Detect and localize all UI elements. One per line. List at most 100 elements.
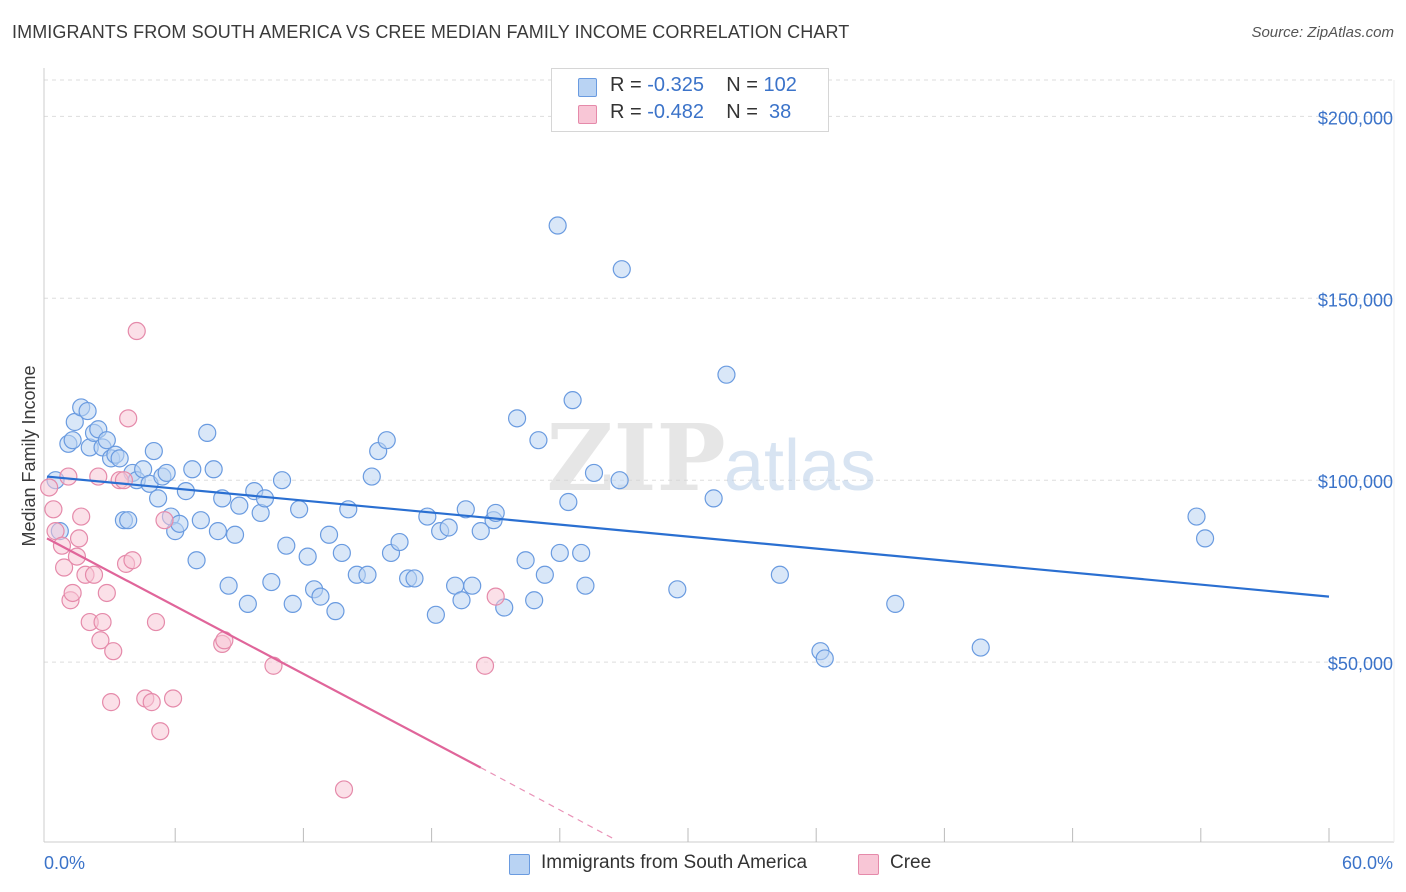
y-tick-label: $100,000 [1318, 472, 1393, 492]
point-south-america [456, 500, 475, 519]
point-cree [59, 467, 78, 486]
point-south-america [157, 463, 176, 483]
point-south-america [471, 522, 490, 541]
point-south-america [225, 525, 245, 544]
bottom-legend-label-pink: Cree [890, 852, 932, 873]
point-south-america [204, 460, 223, 479]
point-south-america [230, 496, 249, 515]
point-south-america [187, 551, 206, 570]
point-south-america [516, 551, 535, 570]
watermark-atlas: atlas [724, 426, 876, 506]
x-tick-label-min: 0.0% [44, 853, 85, 873]
point-south-america [319, 525, 339, 544]
point-cree [142, 693, 161, 712]
x-tick-label-max: 60.0% [1342, 853, 1393, 873]
point-south-america [332, 543, 351, 563]
series-pink-points [40, 321, 505, 799]
point-south-america [452, 591, 471, 610]
point-south-america [971, 638, 990, 657]
point-south-america [525, 591, 544, 610]
point-south-america [170, 514, 189, 533]
y-tick-label: $150,000 [1318, 290, 1393, 310]
point-south-america [390, 532, 409, 552]
legend-swatch-pink [578, 105, 597, 124]
point-south-america [584, 463, 604, 483]
point-cree [127, 321, 146, 341]
point-south-america [1187, 507, 1206, 526]
legend-r-label: R = [610, 101, 642, 123]
y-axis-label: Median Family Income [19, 365, 39, 546]
bottom-legend-label-blue: Immigrants from South America [541, 852, 808, 873]
point-south-america [815, 649, 834, 668]
chart-title: IMMIGRANTS FROM SOUTH AMERICA VS CREE ME… [12, 22, 850, 42]
point-south-america [183, 460, 202, 479]
point-cree [163, 689, 183, 708]
point-south-america [717, 365, 736, 384]
x-tick-labels: 0.0% 60.0% [44, 853, 1393, 873]
legend-row-pink: R = -0.482 N = 38 [552, 101, 828, 127]
legend-n-label: N = [726, 101, 758, 123]
point-cree [63, 583, 82, 603]
y-tick-label: $50,000 [1328, 654, 1393, 674]
point-cree [264, 656, 283, 675]
trend-line-south-america [46, 475, 1330, 598]
point-south-america [612, 260, 631, 279]
point-cree [91, 631, 110, 650]
point-cree [114, 471, 134, 490]
point-cree [93, 612, 112, 632]
point-south-america [358, 565, 377, 584]
legend-n-value-blue: 102 [763, 74, 797, 96]
point-cree [146, 612, 166, 632]
point-cree [104, 642, 123, 661]
point-south-america [377, 431, 396, 450]
point-south-america [535, 565, 554, 584]
point-south-america [507, 409, 527, 428]
point-cree [40, 478, 59, 497]
bottom-legend-swatch-blue [509, 854, 530, 875]
point-cree [151, 722, 170, 741]
point-south-america [563, 391, 582, 410]
axes [43, 68, 1395, 843]
point-south-america [191, 511, 210, 530]
point-south-america [550, 543, 569, 563]
point-south-america [576, 576, 595, 595]
point-south-america [770, 565, 789, 584]
point-south-america [426, 605, 445, 624]
point-cree [119, 409, 138, 428]
trend-lines [46, 475, 1330, 840]
watermark-zip: ZIP [546, 404, 725, 512]
point-south-america [149, 489, 168, 508]
point-cree [44, 500, 63, 519]
point-south-america [283, 594, 302, 613]
point-south-america [529, 431, 548, 450]
point-cree [334, 780, 354, 799]
point-south-america [298, 547, 317, 566]
point-south-america [405, 569, 424, 588]
point-south-america [272, 471, 292, 490]
trend-line-cree-extension [480, 767, 614, 840]
point-cree [69, 529, 89, 548]
point-south-america [97, 431, 116, 450]
point-cree [155, 511, 174, 530]
point-south-america [610, 471, 629, 490]
point-south-america [290, 500, 309, 519]
point-south-america [238, 594, 257, 613]
correlation-legend: R = -0.325 N = 102 R = -0.482 N = 38 [551, 68, 829, 132]
point-south-america [463, 576, 482, 595]
point-cree [101, 693, 121, 712]
point-south-america [311, 587, 330, 606]
point-south-america [559, 492, 578, 512]
legend-row-blue: R = -0.325 N = 102 [552, 74, 828, 100]
source-credit: Source: ZipAtlas.com [1251, 24, 1394, 41]
point-south-america [78, 401, 97, 421]
point-south-america [548, 216, 567, 235]
point-cree [72, 507, 91, 526]
trend-line-cree [46, 537, 482, 769]
point-south-america [208, 522, 228, 541]
point-south-america [119, 511, 138, 530]
point-south-america [362, 467, 381, 486]
point-south-america [572, 543, 591, 563]
y-tick-labels: $50,000 $100,000 $150,000 $200,000 [1318, 108, 1393, 674]
point-cree [54, 558, 74, 577]
